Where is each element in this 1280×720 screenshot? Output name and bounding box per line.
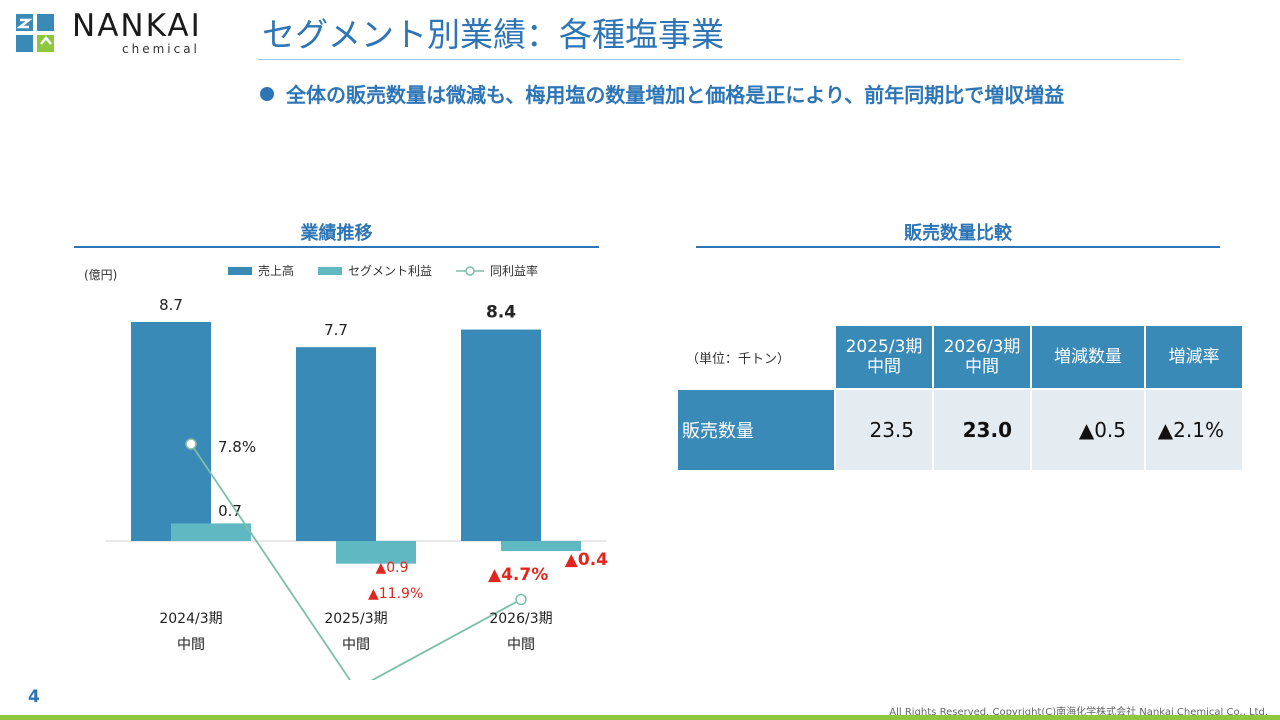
- sales-bar: [461, 329, 541, 541]
- summary-bullet: 全体の販売数量は微減も、梅用塩の数量増加と価格是正により、前年同期比で増収増益: [260, 79, 1064, 108]
- volume-table: （単位：千トン） 2025/3期 中間 2026/3期 中間 増減数量 増減率 販売…: [676, 324, 1244, 472]
- page-title: セグメント別業績：各種塩事業: [262, 15, 724, 54]
- legend-label-margin: 同利益率: [490, 264, 539, 278]
- table-header-row: （単位：千トン） 2025/3期 中間 2026/3期 中間 増減数量 増減率: [676, 324, 1244, 390]
- profit-value-label: ▲0.9: [375, 560, 408, 576]
- sales-value-label: 8.7: [159, 296, 183, 314]
- volume-section-rule: [696, 246, 1220, 248]
- logo-wordmark: NANKAI: [72, 8, 202, 44]
- legend-swatch-sales: [228, 266, 252, 275]
- sales-value-label: 7.7: [324, 321, 348, 339]
- row-label-volume: 販売数量: [676, 388, 836, 472]
- bullet-dot-icon: [260, 87, 274, 101]
- legend-label-profit: セグメント利益: [348, 264, 433, 278]
- category-label: 2026/3期: [489, 611, 552, 627]
- category-label: 2025/3期: [324, 611, 387, 627]
- legend-swatch-profit: [318, 266, 343, 275]
- category-label: 2024/3期: [159, 611, 222, 627]
- margin-value-label: ▲4.7%: [488, 565, 548, 585]
- performance-chart: 8.7 7.7 8.4 0.7 ▲0.9 ▲0.4 7.8% ▲11.9% ▲4.7% 2024/…: [106, 296, 608, 680]
- page-number: 4: [28, 687, 40, 707]
- margin-value-label: ▲11.9%: [368, 586, 423, 602]
- logo-subtitle: chemical: [122, 42, 200, 56]
- nankai-logo-icon: [16, 14, 54, 52]
- header-curr-line2: 中間: [965, 357, 999, 377]
- sales-bar: [296, 347, 376, 541]
- header-prev-line2: 中間: [867, 357, 901, 377]
- chart-unit-label: (億円): [84, 268, 118, 282]
- margin-value-label: 7.8%: [218, 438, 256, 456]
- sales-value-label: 8.4: [486, 303, 516, 323]
- legend-line-marker-icon: [456, 265, 485, 276]
- table-unit-cell: （単位：千トン）: [676, 324, 836, 390]
- chart-legend: 売上高 セグメント利益 同利益率: [228, 262, 538, 279]
- legend-label-sales: 売上高: [258, 264, 295, 278]
- profit-value-label: 0.7: [218, 502, 242, 520]
- legend-item-profit: セグメント利益: [318, 262, 432, 279]
- title-divider: [258, 59, 1180, 60]
- value-diff: ▲0.5: [1030, 388, 1146, 472]
- value-prev: 23.5: [834, 388, 934, 472]
- category-sublabel: 中間: [342, 637, 370, 653]
- summary-text: 全体の販売数量は微減も、梅用塩の数量増加と価格是正により、前年同期比で増収増益: [286, 83, 1065, 107]
- table-header-curr: 2026/3期 中間: [932, 324, 1032, 390]
- company-logo: NANKAI chemical: [16, 8, 226, 56]
- profit-value-label: ▲0.4: [565, 550, 608, 570]
- margin-point: [515, 593, 527, 606]
- table-row: 販売数量 23.5 23.0 ▲0.5 ▲2.1%: [676, 388, 1244, 472]
- table-header-rate: 増減率: [1144, 324, 1244, 390]
- chart-section-rule: [74, 246, 599, 248]
- sales-bar: [131, 322, 211, 541]
- profit-bar: [501, 541, 581, 552]
- header-curr-line1: 2026/3期: [943, 337, 1021, 357]
- chart-section-title: 業績推移: [300, 223, 373, 244]
- margin-point: [185, 438, 197, 450]
- profit-bar: [336, 541, 416, 564]
- category-sublabel: 中間: [507, 637, 535, 653]
- margin-line: [190, 443, 522, 680]
- table-header-diff: 増減数量: [1030, 324, 1146, 390]
- header-prev-line1: 2025/3期: [845, 337, 923, 357]
- table-header-prev: 2025/3期 中間: [834, 324, 934, 390]
- profit-bar: [171, 523, 251, 541]
- volume-section-title: 販売数量比較: [904, 223, 1012, 244]
- copyright-text: All Rights Reserved. Copyright(C)南海化学株式会…: [889, 707, 1268, 718]
- value-rate: ▲2.1%: [1144, 388, 1244, 472]
- footer-accent-bar: [0, 715, 1280, 720]
- value-curr: 23.0: [932, 388, 1032, 472]
- legend-item-margin: 同利益率: [456, 262, 538, 279]
- legend-item-sales: 売上高: [228, 262, 294, 279]
- category-sublabel: 中間: [177, 637, 205, 653]
